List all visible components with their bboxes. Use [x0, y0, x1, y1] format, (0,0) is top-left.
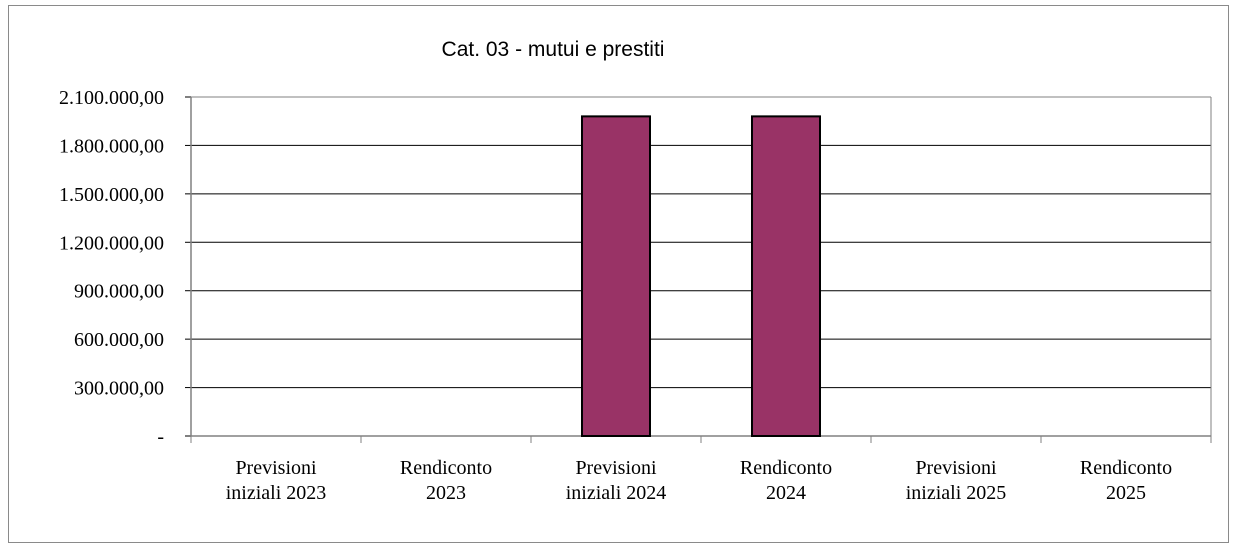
y-tick-label: 1.800.000,00: [59, 135, 164, 157]
y-tick-label: 300.000,00: [74, 378, 164, 400]
x-tick-labels: Previsioni iniziali 2023 Rendiconto 2023 Pre…: [226, 457, 1172, 504]
bars: [581, 115, 821, 437]
x-tick-label: Rendiconto 2023: [400, 457, 492, 504]
bar: [751, 115, 821, 437]
y-tick-labels: - 300.000,00 600.000,00 900.000,00 1.200.000…: [59, 87, 164, 448]
x-tick-label: Previsioni iniziali 2025: [906, 457, 1007, 504]
x-tick-label: Previsioni iniziali 2023: [226, 457, 327, 504]
bar: [581, 115, 651, 437]
x-tick-label: Rendiconto 2025: [1080, 457, 1172, 504]
chart-title: Cat. 03 - mutui e prestiti: [442, 38, 665, 61]
x-tick-label: Previsioni iniziali 2024: [566, 457, 667, 504]
gridlines: [191, 96, 1211, 389]
y-tick-label: 1.200.000,00: [59, 232, 164, 254]
x-tick-label: Rendiconto 2024: [740, 457, 832, 504]
axes: [185, 96, 1212, 443]
y-tick-label: 1.500.000,00: [59, 184, 164, 206]
y-tick-label: 2.100.000,00: [59, 87, 164, 109]
y-tick-label: 900.000,00: [74, 281, 164, 303]
y-tick-label: -: [157, 426, 164, 448]
y-tick-label: 600.000,00: [74, 329, 164, 351]
